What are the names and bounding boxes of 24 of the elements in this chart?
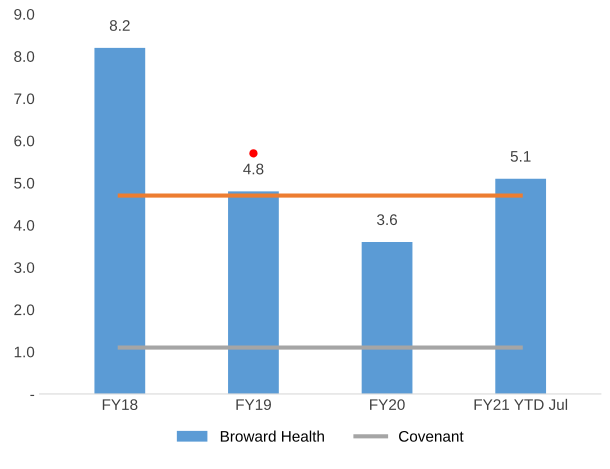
legend-label: Broward Health [220,430,324,442]
x-tick-label: FY19 [236,399,271,410]
y-tick-label: 8.0 [14,51,34,62]
bar [94,48,146,394]
y-tick-label: 5.0 [14,178,34,189]
bar [362,242,412,394]
x-tick-label: FY21 YTD Jul [474,398,568,410]
x-tick-label: FY18 [102,399,138,410]
y-tick-label: - [30,394,34,396]
legend-label: Covenant [399,430,464,442]
y-tick-label: 3.0 [14,262,34,274]
y-tick-label: 4.0 [14,220,34,231]
y-tick-label: 1.0 [14,346,34,358]
y-tick-label: 9.0 [14,8,34,20]
y-tick-label: 2.0 [14,304,34,316]
data-label: 4.8 [243,164,264,174]
y-tick-label: 7.0 [14,93,34,104]
y-tick-label: 6.0 [14,136,34,146]
bar [228,191,279,394]
data-label: 3.6 [377,214,398,226]
x-tick-label: FY20 [370,399,405,410]
data-label: 8.2 [110,20,130,31]
bar [495,178,546,394]
data-label: 5.1 [510,151,531,162]
